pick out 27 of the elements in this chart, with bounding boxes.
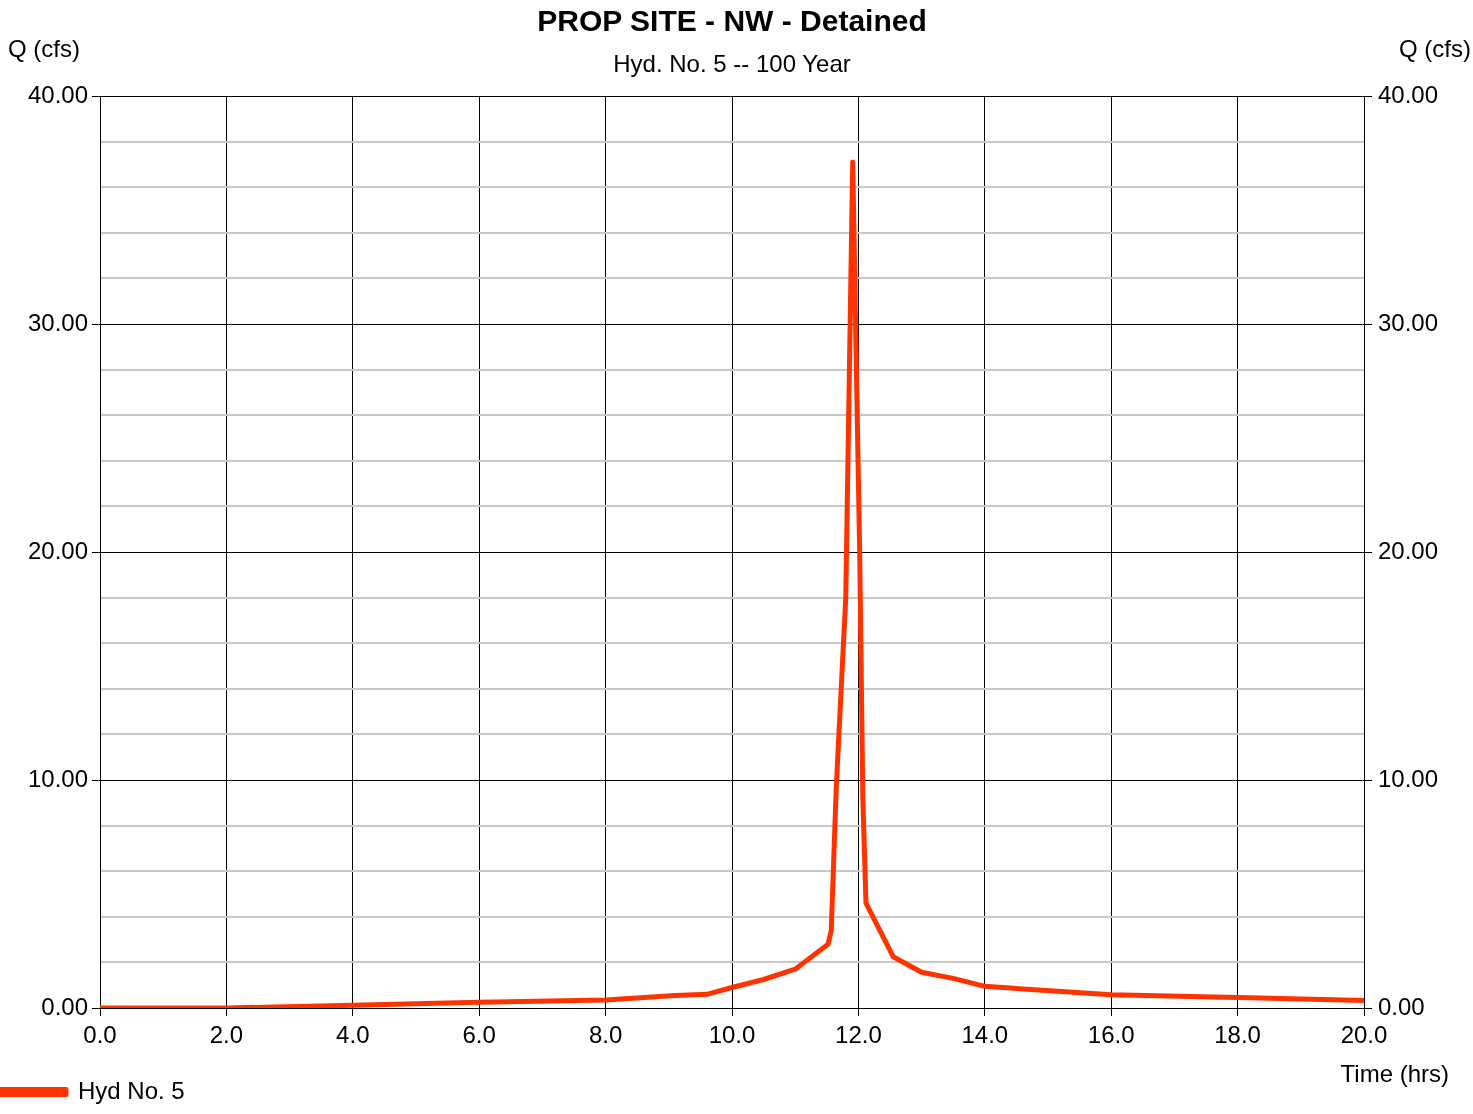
legend-label: Hyd No. 5 (78, 1076, 185, 1104)
y2-tick-label: 10.00 (1378, 764, 1439, 792)
x-tick-label: 18.0 (1214, 1021, 1261, 1049)
y-tick-label: 0.00 (41, 992, 88, 1020)
x-tick-label: 14.0 (961, 1021, 1009, 1049)
y-tick-label: 30.00 (27, 308, 88, 336)
x-tick-label: 4.0 (336, 1021, 370, 1049)
x-tick-label: 10.0 (708, 1021, 756, 1049)
x-tick-label: 20.0 (1340, 1021, 1388, 1049)
x-tick-label: 16.0 (1087, 1021, 1135, 1049)
x-tick-label: 0.0 (83, 1021, 117, 1049)
x-tick-label: 2.0 (209, 1021, 244, 1049)
x-axis-title: Time (hrs) (1340, 1060, 1449, 1087)
x-tick-label: 8.0 (588, 1021, 623, 1049)
y-tick-label: 10.00 (27, 764, 88, 792)
y-tick-label: 40.00 (27, 80, 88, 108)
y2-tick-label: 20.00 (1378, 536, 1439, 564)
y2-tick-label: 30.00 (1378, 308, 1439, 336)
y-axis-title: Q (cfs) (8, 35, 80, 62)
chart-subtitle: Hyd. No. 5 -- 100 Year (613, 50, 851, 77)
y-tick-label: 20.00 (27, 536, 88, 564)
x-tick-label: 12.0 (835, 1021, 882, 1049)
chart-title: PROP SITE - NW - Detained (537, 4, 927, 37)
y2-tick-label: 0.00 (1378, 992, 1425, 1020)
y2-axis-title: Q (cfs) (1399, 35, 1471, 62)
y2-tick-label: 40.00 (1378, 80, 1439, 108)
x-tick-label: 6.0 (462, 1021, 496, 1049)
